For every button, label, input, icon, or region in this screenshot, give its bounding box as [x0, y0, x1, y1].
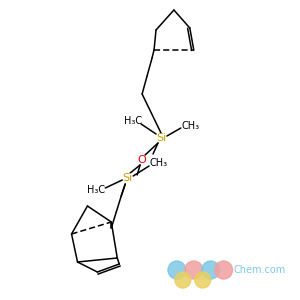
Text: CH₃: CH₃ — [150, 158, 168, 168]
Text: CH₃: CH₃ — [182, 121, 200, 131]
Text: Si: Si — [156, 133, 166, 143]
Text: H₃C: H₃C — [124, 116, 142, 126]
Circle shape — [185, 261, 203, 279]
Text: H₃C: H₃C — [87, 185, 106, 195]
Text: O: O — [138, 155, 146, 165]
Circle shape — [202, 261, 220, 279]
Text: Si: Si — [122, 173, 132, 183]
Text: Chem.com: Chem.com — [233, 265, 286, 275]
Circle shape — [215, 261, 232, 279]
Circle shape — [175, 272, 191, 288]
Circle shape — [168, 261, 186, 279]
Circle shape — [195, 272, 211, 288]
